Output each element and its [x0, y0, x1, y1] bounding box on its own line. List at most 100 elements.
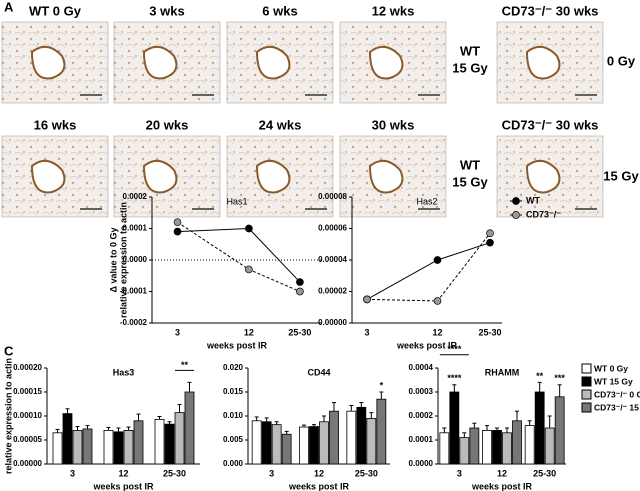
vessel	[30, 159, 66, 194]
x-tick-label: 12	[118, 468, 128, 478]
legend-marker	[512, 197, 520, 205]
vessel	[255, 159, 291, 194]
y-tick-label: 0.00015	[13, 387, 42, 396]
bar	[261, 421, 272, 465]
legend-label: CD73⁻/⁻ 0 Gy	[594, 389, 640, 399]
bar	[184, 391, 195, 465]
bar	[512, 420, 522, 465]
legend-label: WT 15 Gy	[594, 376, 633, 386]
y-tick-label: 0.00008	[318, 192, 347, 201]
chart-title: CD44	[307, 367, 330, 377]
significance: ****	[447, 373, 462, 383]
point	[486, 229, 494, 238]
bar	[52, 432, 63, 465]
point	[245, 265, 253, 274]
image-label: 3 wks	[149, 3, 184, 18]
bar	[82, 428, 93, 465]
x-axis-label: weeks post IR	[206, 340, 268, 350]
bar	[534, 391, 545, 465]
vessel	[368, 45, 404, 80]
image-label: CD73⁻/⁻ 30 wks	[502, 3, 599, 18]
point	[433, 256, 442, 264]
bar	[329, 410, 339, 465]
y-axis-label: relative expression to actin	[118, 202, 128, 318]
point	[363, 295, 371, 304]
bar	[449, 391, 460, 465]
y-axis-label: relative expression to actin	[3, 358, 13, 474]
chart-title: Has2	[416, 196, 437, 206]
x-tick-label: 25-30	[355, 468, 378, 478]
image-label: 30 wks	[372, 117, 415, 132]
bar	[62, 413, 73, 465]
vessel	[30, 45, 66, 80]
series-line	[177, 221, 301, 292]
point	[433, 297, 442, 305]
y-tick-label: 0.00000	[318, 318, 347, 327]
bar	[439, 432, 450, 465]
y-tick-label: 0.0004	[409, 363, 434, 372]
y-tick-label: 0.0001	[123, 224, 148, 233]
point	[173, 218, 182, 227]
panel-label: C	[4, 343, 14, 358]
bar	[544, 427, 555, 465]
significance: ****	[447, 344, 462, 354]
dose-label: 0 Gy	[607, 53, 636, 68]
y-tick-label: 0.00000	[13, 459, 42, 468]
row-label: WT	[460, 43, 480, 58]
x-axis-label: weeks post IR	[471, 481, 533, 491]
legend-swatch	[581, 402, 592, 413]
vessel	[525, 45, 561, 80]
dose-label: 15 Gy	[603, 168, 639, 183]
x-axis-label: weeks post IR	[288, 481, 350, 491]
y-tick-label: 0.00004	[318, 255, 347, 264]
legend-label: CD73⁻/⁻ 15 Gy	[594, 402, 640, 412]
image-label: WT 0 Gy	[29, 3, 82, 18]
y-tick-label: 0.005	[223, 435, 244, 444]
x-tick-label: 3	[269, 468, 274, 478]
y-tick-label: 0.00005	[13, 435, 42, 444]
x-tick-label: 12	[314, 468, 324, 478]
y-tick-label: 0.020	[223, 363, 244, 372]
y-axis-label: Δ value to 0 Gy	[108, 228, 118, 293]
x-tick-label: 3	[457, 468, 462, 478]
bar	[123, 429, 134, 465]
image-label: CD73⁻/⁻ 30 wks	[502, 117, 599, 132]
panel-label: A	[4, 0, 14, 14]
image-label: 16 wks	[34, 117, 77, 132]
image-label: 20 wks	[146, 117, 189, 132]
x-tick-label: 12	[244, 327, 254, 337]
image-label: 24 wks	[259, 117, 302, 132]
legend-label: WT	[526, 195, 540, 205]
legend-swatch	[581, 363, 592, 374]
bar	[271, 424, 282, 465]
bar	[103, 429, 114, 465]
point	[296, 278, 304, 286]
y-tick-label: -0.0002	[120, 318, 148, 327]
bar	[154, 418, 165, 465]
bar	[482, 429, 492, 465]
y-tick-label: 0.010	[223, 411, 244, 420]
bar	[174, 412, 185, 465]
series-line	[366, 242, 491, 300]
vessel	[142, 159, 178, 194]
bar	[346, 410, 357, 465]
legend-label: CD73⁻/⁻	[526, 209, 561, 219]
bar	[502, 432, 512, 465]
bar	[356, 406, 367, 465]
chart-title: Has3	[113, 367, 135, 377]
point	[245, 224, 253, 233]
x-tick-label: 12	[432, 327, 442, 337]
bar	[299, 426, 309, 465]
bar	[281, 433, 292, 465]
bar	[251, 420, 262, 465]
significance: **	[181, 360, 189, 370]
bar	[459, 437, 470, 465]
point	[486, 238, 494, 247]
bar	[164, 423, 175, 465]
chart-title: RHAMM	[485, 367, 520, 377]
row-label: 15 Gy	[452, 60, 488, 75]
point	[173, 227, 182, 236]
x-tick-label: 25-30	[478, 327, 501, 337]
bar	[72, 429, 83, 465]
x-axis-label: weeks post IR	[92, 481, 154, 491]
